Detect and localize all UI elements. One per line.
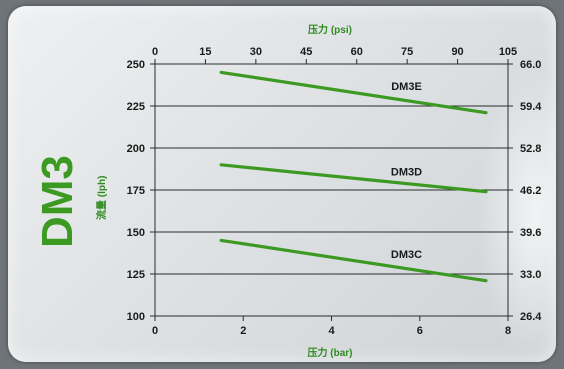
series-line-dm3c	[219, 238, 488, 283]
y-tick-label: 150	[127, 227, 145, 239]
x2-tick-label: 45	[300, 46, 312, 58]
x-tick-label: 8	[505, 325, 511, 337]
x2-tick-label: 90	[451, 46, 463, 58]
x-tick-label: 4	[328, 325, 335, 337]
x2-tick-label: 15	[199, 46, 211, 58]
y2-tick-label: 39.6	[520, 227, 541, 239]
x2-tick-label: 30	[250, 46, 262, 58]
y2-tick-label: 59.4	[520, 101, 542, 113]
chart-title: DM3	[33, 155, 82, 248]
series-label-dm3e: DM3E	[391, 81, 422, 93]
y-tick-label: 225	[127, 101, 145, 113]
y2-tick-label: 46.2	[520, 185, 541, 197]
y-axis-label: 流量 (lph)	[95, 176, 108, 220]
x-tick-label: 6	[417, 325, 423, 337]
x2-tick-label: 105	[499, 46, 517, 58]
x-axis-label: 压力 (bar)	[308, 346, 353, 359]
x2-axis-label: 压力 (psi)	[308, 23, 352, 36]
y2-tick-label: 26.4	[520, 311, 542, 323]
y2-tick-label: 66.0	[520, 59, 541, 71]
x2-tick-label: 60	[351, 46, 363, 58]
x-tick-label: 2	[240, 325, 246, 337]
y-tick-label: 175	[127, 185, 145, 197]
x-tick-label: 0	[152, 325, 158, 337]
y-tick-label: 200	[127, 143, 145, 155]
series-line-dm3e	[219, 70, 488, 115]
series-label-dm3d: DM3D	[391, 167, 422, 179]
y2-tick-label: 33.0	[520, 269, 541, 281]
y-tick-label: 250	[127, 59, 145, 71]
chart-card: 100 26.4 125 33.0 150 39.6 175 46.2 200 52.8 225 59…	[8, 6, 556, 362]
y-tick-label: 125	[127, 269, 145, 281]
y-tick-label: 100	[127, 311, 145, 323]
x2-tick-label: 0	[152, 46, 158, 58]
series-label-dm3c: DM3C	[391, 249, 422, 261]
y2-tick-label: 52.8	[520, 143, 541, 155]
x2-tick-label: 75	[401, 46, 413, 58]
series-line-dm3d	[219, 163, 488, 194]
